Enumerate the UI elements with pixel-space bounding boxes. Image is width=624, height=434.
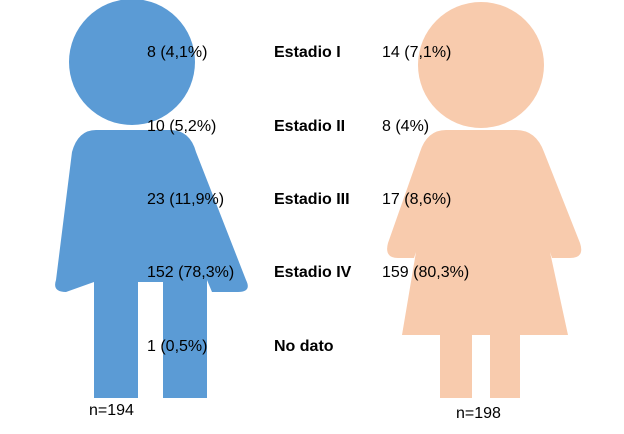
female-count: 17 (8,6%): [382, 191, 452, 208]
stage-label: No dato: [274, 338, 334, 355]
male-n-label: n=194: [89, 402, 134, 419]
male-count: 152 (78,3%): [147, 264, 235, 281]
female-count: 159 (80,3%): [382, 264, 470, 281]
female-head: [418, 2, 544, 128]
stage-label: Estadio IV: [274, 264, 352, 281]
male-count: 1 (0,5%): [147, 338, 208, 355]
stage-label: Estadio III: [274, 191, 350, 208]
male-count: 8 (4,1%): [147, 44, 208, 61]
stage-label: Estadio I: [274, 44, 341, 61]
female-figure-icon: [387, 2, 582, 398]
male-figure-icon: [55, 0, 248, 398]
male-head: [69, 0, 195, 125]
female-count: 8 (4%): [382, 118, 430, 135]
male-count: 10 (5,2%): [147, 118, 217, 135]
female-count: 14 (7,1%): [382, 44, 452, 61]
stage-label: Estadio II: [274, 118, 346, 135]
male-count: 23 (11,9%): [147, 191, 225, 208]
female-n-label: n=198: [456, 405, 501, 422]
female-body: [387, 130, 582, 398]
male-body: [55, 130, 248, 398]
